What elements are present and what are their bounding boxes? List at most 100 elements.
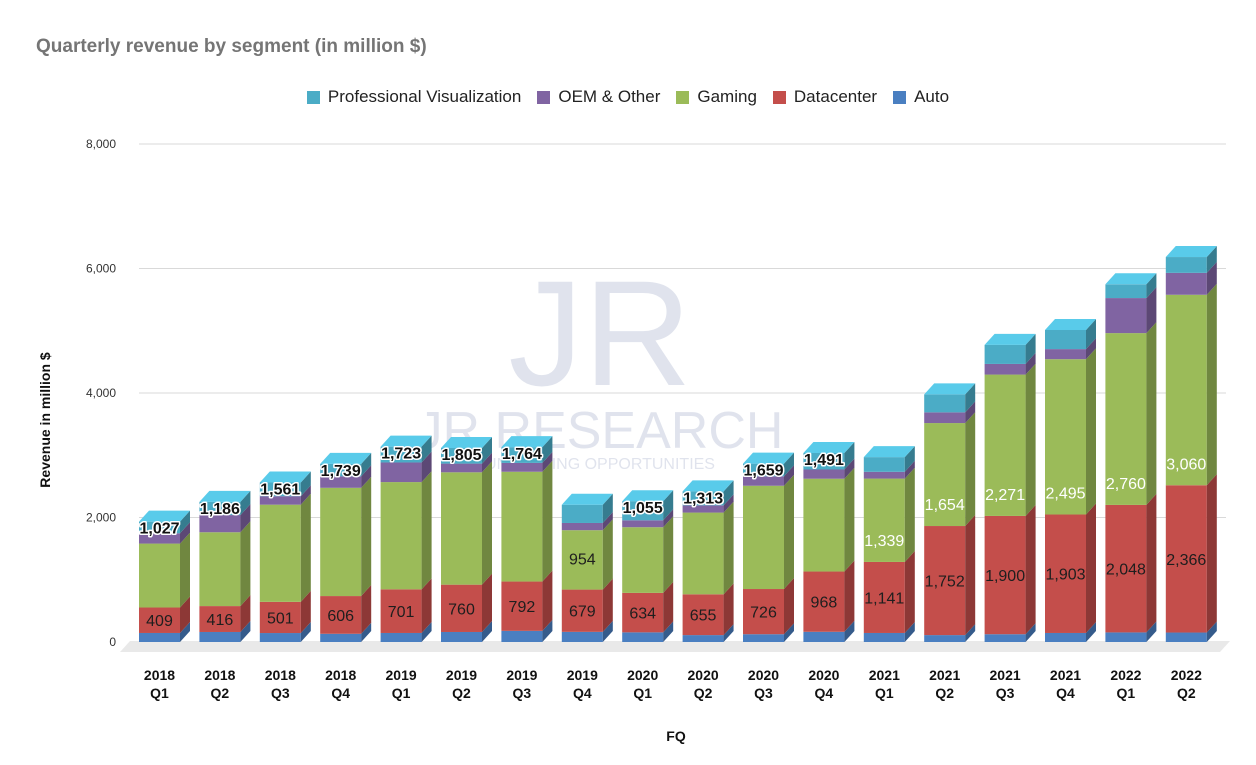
- bar-stack: [1165, 246, 1217, 642]
- x-tick-label-quarter: Q3: [754, 685, 773, 701]
- bar-segment-side: [361, 465, 372, 488]
- bar-top-face: [501, 436, 553, 448]
- x-tick-label-year: 2018: [204, 667, 235, 683]
- bar-segment-side: [723, 494, 734, 513]
- bar-segment-datacenter: [380, 589, 422, 633]
- data-label-gaming: 1,723: [381, 446, 421, 463]
- data-label-gaming: 1,339: [864, 533, 904, 550]
- bar-segment-gaming: [1045, 359, 1086, 515]
- data-label-datacenter: 679: [569, 604, 596, 621]
- x-tick-label-quarter: Q4: [331, 685, 350, 701]
- legend-label: Gaming: [697, 87, 757, 106]
- bar-segment-side: [663, 581, 674, 633]
- bar-stack: [1045, 319, 1096, 642]
- bar-segment-side: [421, 621, 432, 642]
- chart-title: Quarterly revenue by segment (in million…: [36, 36, 427, 57]
- bar-segment-side: [784, 474, 794, 590]
- bar-segment-side: [904, 550, 915, 633]
- bar-segment-professional-visualization: [139, 521, 180, 534]
- bar-segment-side: [1086, 621, 1096, 642]
- bar-stack: [863, 446, 915, 642]
- bar-stack: [259, 471, 311, 642]
- bar-segment-side: [723, 583, 734, 636]
- x-tick-label-quarter: Q1: [875, 685, 894, 701]
- bar-segment-oem-other: [803, 469, 845, 479]
- y-axis-title: Revenue in million $: [37, 352, 53, 488]
- bar-segment-datacenter: [1045, 514, 1086, 633]
- bar-segment-side: [663, 490, 674, 521]
- bar-segment-side: [784, 623, 794, 642]
- bar-segment-datacenter: [743, 589, 784, 635]
- bar-segment-datacenter: [984, 515, 1026, 635]
- x-tick-label-quarter: Q2: [935, 685, 954, 701]
- bar-segment-side: [180, 596, 190, 633]
- bar-segment-side: [361, 585, 372, 634]
- bar-segment-side: [240, 490, 251, 516]
- bar-segment-auto: [924, 635, 966, 642]
- bar-segment-side: [965, 624, 976, 642]
- bar-segment-professional-visualization: [622, 501, 664, 521]
- x-tick-label-quarter: Q3: [513, 685, 532, 701]
- floor-plane: [120, 641, 1230, 652]
- data-label-datacenter: 1,900: [985, 568, 1025, 585]
- bar-segment-side: [1025, 333, 1036, 364]
- legend-label: Professional Visualization: [327, 87, 522, 106]
- bar-segment-side: [1025, 363, 1036, 516]
- bar-top-face: [924, 383, 976, 395]
- bar-segment-datacenter: [622, 592, 664, 633]
- bar-segment-side: [180, 510, 190, 534]
- bar-segment-professional-visualization: [1165, 257, 1207, 273]
- bar-segment-side: [180, 621, 190, 642]
- bar-stack: [984, 333, 1036, 642]
- bar-top-face: [380, 435, 432, 447]
- bar-segment-auto: [380, 632, 422, 642]
- x-tick-label-quarter: Q1: [633, 685, 652, 701]
- bar-segment-datacenter: [803, 571, 845, 632]
- bar-top-face: [139, 510, 190, 522]
- bar-stack: [1105, 273, 1157, 642]
- bar-stack: [622, 490, 674, 642]
- data-label-gaming: 2,495: [1045, 486, 1085, 503]
- watermark-logo: JR: [508, 249, 691, 417]
- bar-segment-auto: [561, 631, 603, 642]
- x-tick-label-year: 2020: [688, 667, 719, 683]
- bar-segment-gaming: [803, 478, 845, 572]
- bar-segment-side: [300, 493, 311, 602]
- bar-stack: [139, 510, 190, 642]
- x-tick-label-quarter: Q4: [573, 685, 592, 701]
- bar-segment-gaming: [743, 485, 784, 590]
- legend-swatch: [676, 90, 690, 104]
- x-tick-label-quarter: Q2: [694, 685, 713, 701]
- data-label-datacenter: 1,903: [1045, 567, 1085, 584]
- bar-stack: [803, 441, 855, 642]
- data-label-datacenter: 701: [388, 604, 415, 621]
- data-label-gaming: 1,055: [623, 500, 663, 517]
- data-label-datacenter: 726: [750, 605, 777, 622]
- legend: Professional Visualization OEM & Other G…: [0, 87, 1256, 107]
- bar-segment-side: [602, 519, 613, 590]
- bar-segment-oem-other: [984, 363, 1026, 375]
- bar-top-face: [863, 446, 915, 458]
- bar-segment-side: [723, 501, 734, 595]
- bar-segment-oem-other: [320, 476, 362, 488]
- x-tick-label-quarter: Q2: [1177, 685, 1196, 701]
- bar-stack: [380, 435, 432, 642]
- bar-segment-side: [723, 480, 734, 506]
- bar-segment-side: [361, 622, 372, 642]
- bar-segment-side: [421, 451, 432, 483]
- bar-segment-oem-other: [501, 462, 543, 472]
- bar-segment-side: [300, 622, 311, 642]
- y-tick-label: 6,000: [86, 262, 116, 276]
- bar-segment-side: [1025, 623, 1036, 642]
- y-tick-label: 8,000: [86, 137, 116, 151]
- bar-segment-auto: [984, 634, 1026, 642]
- bar-segment-side: [904, 621, 915, 642]
- data-label-gaming: 1,659: [743, 463, 783, 480]
- bar-segment-side: [904, 446, 915, 472]
- bar-top-face: [259, 471, 311, 483]
- x-tick-label-year: 2020: [808, 667, 839, 683]
- data-label-datacenter: 606: [327, 608, 354, 625]
- data-label-datacenter: 2,366: [1166, 552, 1206, 569]
- bar-top-face: [199, 490, 251, 502]
